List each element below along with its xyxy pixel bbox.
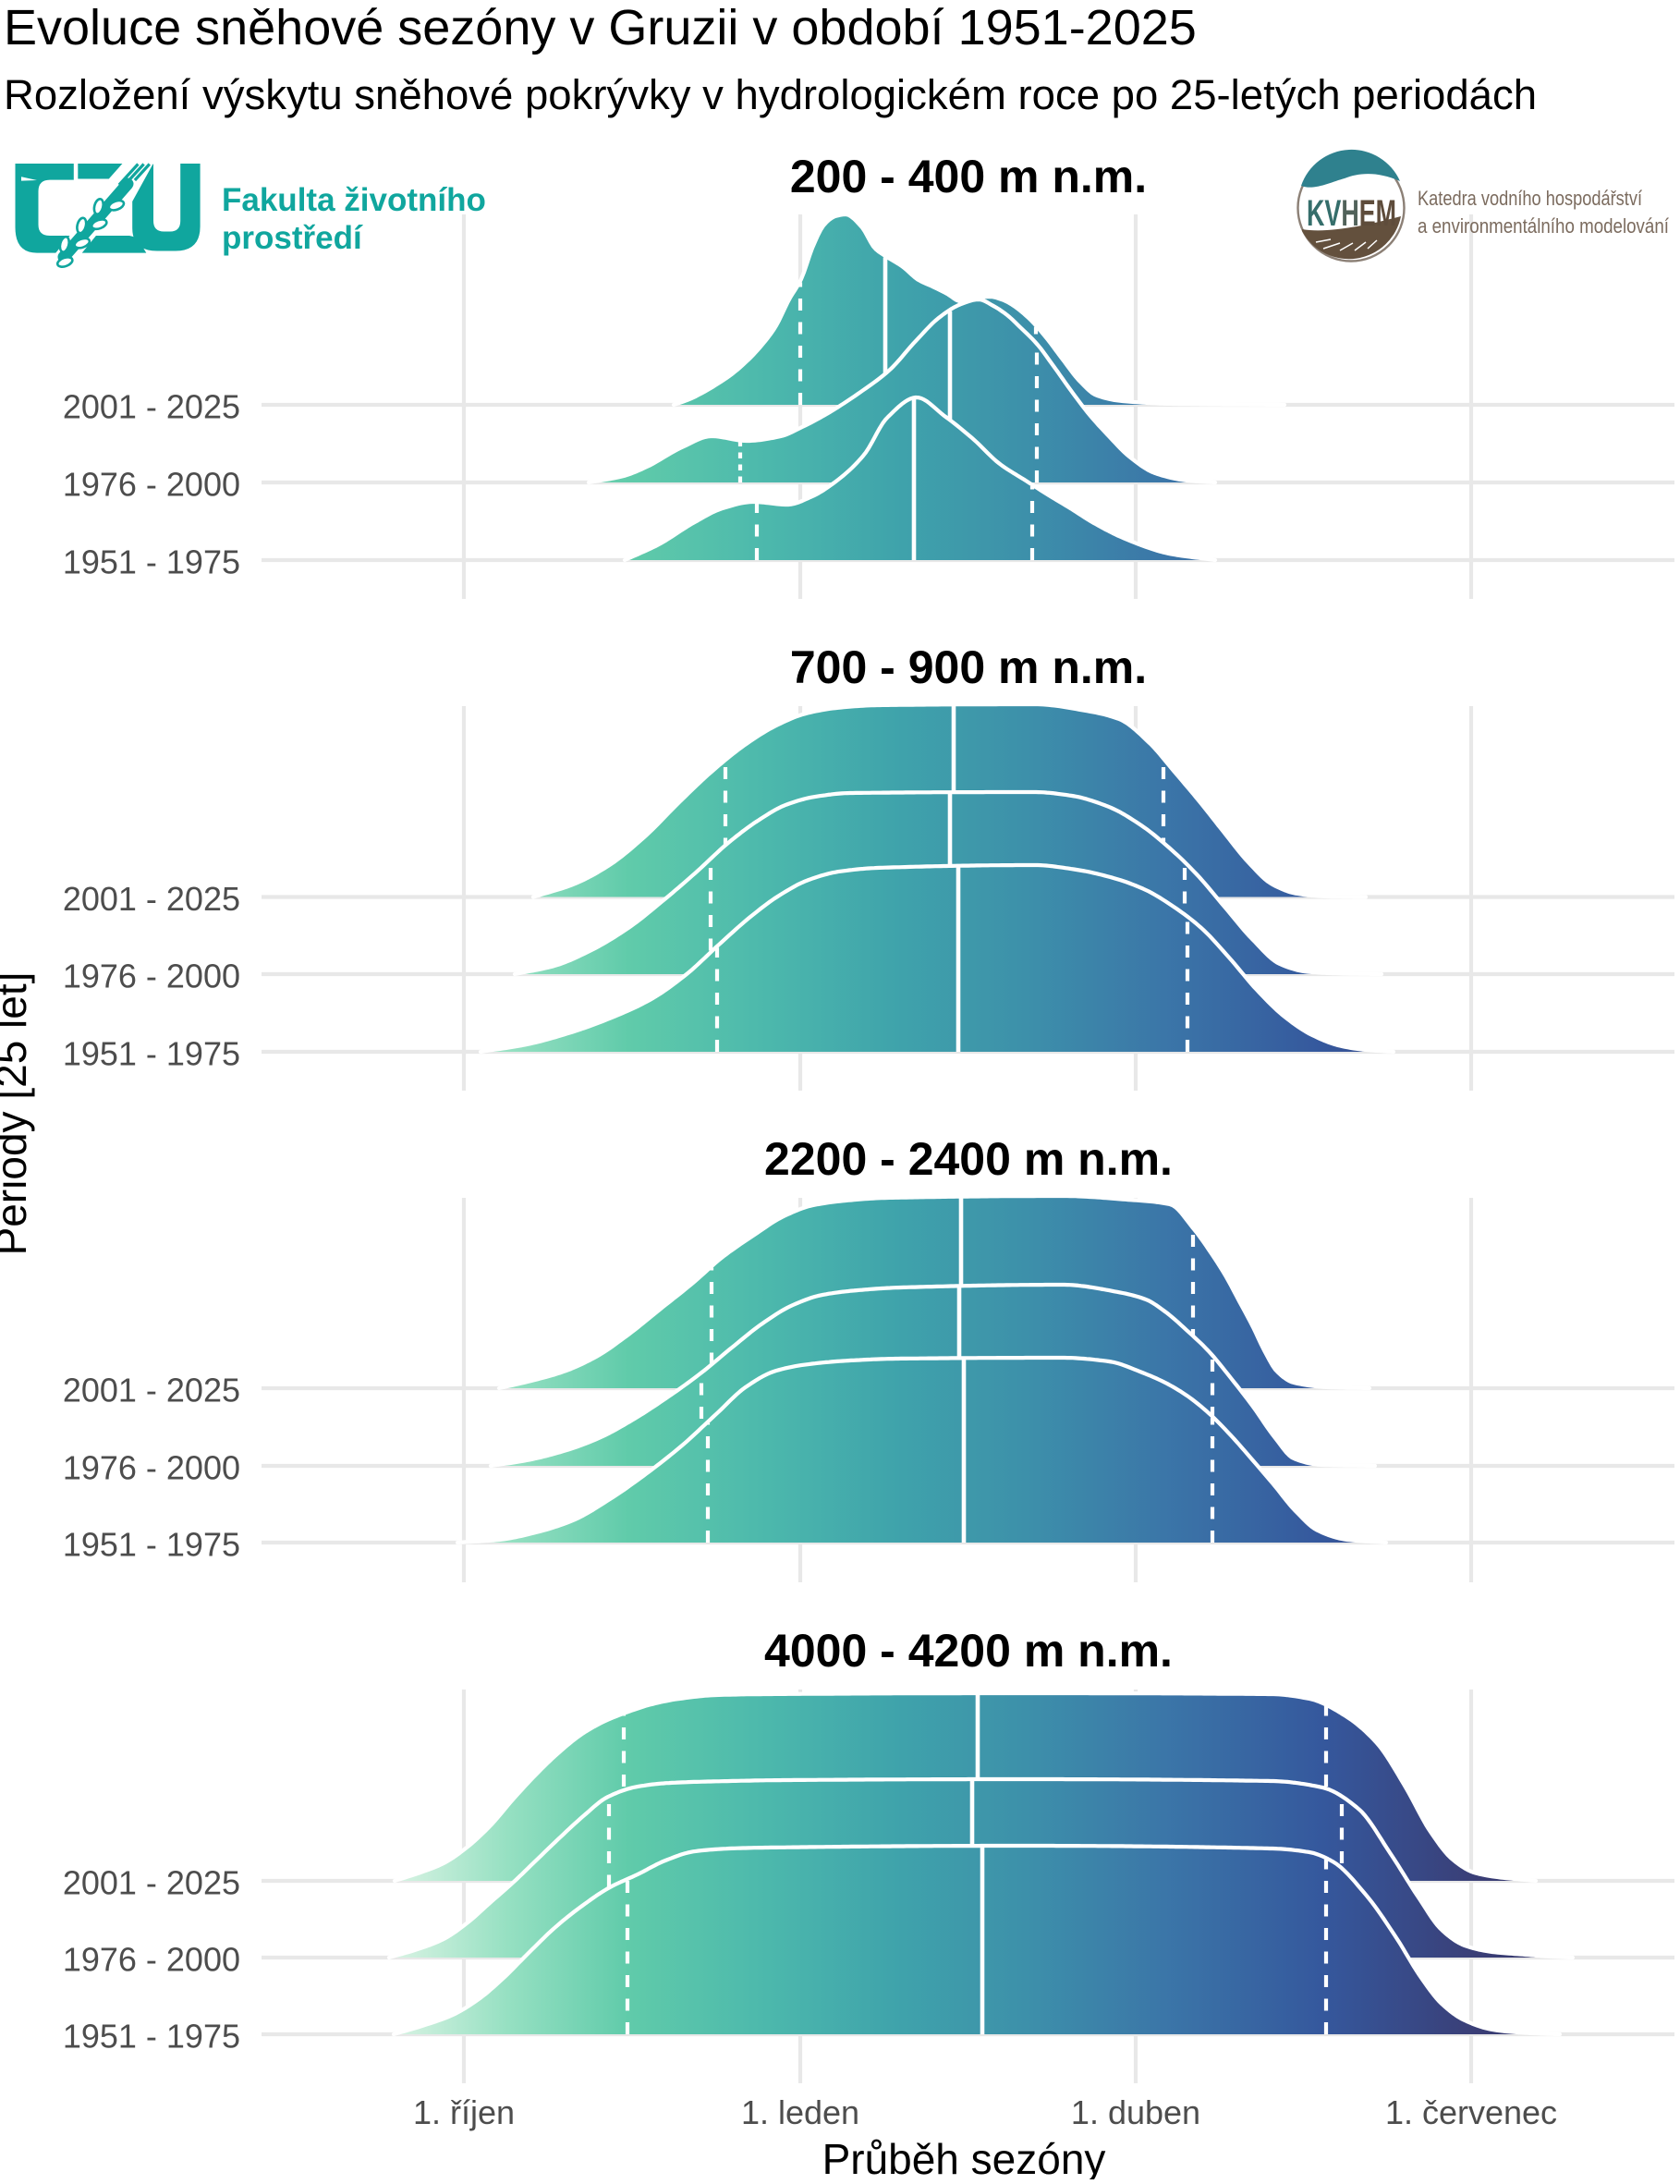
svg-text:Periody [25 let]: Periody [25 let] bbox=[0, 972, 35, 1256]
svg-text:1976 - 2000: 1976 - 2000 bbox=[63, 1941, 240, 1979]
svg-text:1951 - 1975: 1951 - 1975 bbox=[63, 543, 240, 581]
svg-text:4000 - 4200 m n.m.: 4000 - 4200 m n.m. bbox=[764, 1625, 1173, 1677]
svg-text:1951 - 1975: 1951 - 1975 bbox=[63, 2018, 240, 2056]
svg-text:1976 - 2000: 1976 - 2000 bbox=[63, 466, 240, 504]
svg-text:200 - 400 m n.m.: 200 - 400 m n.m. bbox=[790, 151, 1147, 202]
svg-text:Rozložení výskytu sněhové pokr: Rozložení výskytu sněhové pokrývky v hyd… bbox=[4, 71, 1537, 118]
svg-text:1. říjen: 1. říjen bbox=[413, 2093, 515, 2131]
svg-text:Evoluce sněhové sezóny v Gruzi: Evoluce sněhové sezóny v Gruzii v období… bbox=[4, 0, 1197, 55]
svg-text:2001 - 2025: 2001 - 2025 bbox=[63, 1864, 240, 1902]
svg-text:1951 - 1975: 1951 - 1975 bbox=[63, 1035, 240, 1073]
svg-text:2200 - 2400 m n.m.: 2200 - 2400 m n.m. bbox=[764, 1133, 1173, 1185]
svg-text:1. červenec: 1. červenec bbox=[1385, 2093, 1557, 2131]
svg-text:2001 - 2025: 2001 - 2025 bbox=[63, 880, 240, 918]
svg-text:Fakulta životního: Fakulta životního bbox=[222, 182, 486, 218]
svg-text:1976 - 2000: 1976 - 2000 bbox=[63, 1449, 240, 1487]
svg-text:Katedra vodního hospodářství: Katedra vodního hospodářství bbox=[1418, 187, 1642, 210]
svg-text:a environmentálního modelování: a environmentálního modelování bbox=[1418, 214, 1669, 238]
svg-text:1. duben: 1. duben bbox=[1071, 2093, 1200, 2131]
svg-text:1. leden: 1. leden bbox=[741, 2093, 859, 2131]
svg-text:2001 - 2025: 2001 - 2025 bbox=[63, 388, 240, 426]
svg-text:KVHEM: KVHEM bbox=[1307, 193, 1396, 234]
svg-text:1976 - 2000: 1976 - 2000 bbox=[63, 958, 240, 995]
svg-text:700 - 900 m n.m.: 700 - 900 m n.m. bbox=[790, 641, 1147, 693]
svg-text:Průběh sezóny: Průběh sezóny bbox=[822, 2135, 1106, 2179]
svg-text:1951 - 1975: 1951 - 1975 bbox=[63, 1526, 240, 1564]
svg-text:2001 - 2025: 2001 - 2025 bbox=[63, 1372, 240, 1409]
svg-text:prostředí: prostředí bbox=[222, 220, 363, 256]
